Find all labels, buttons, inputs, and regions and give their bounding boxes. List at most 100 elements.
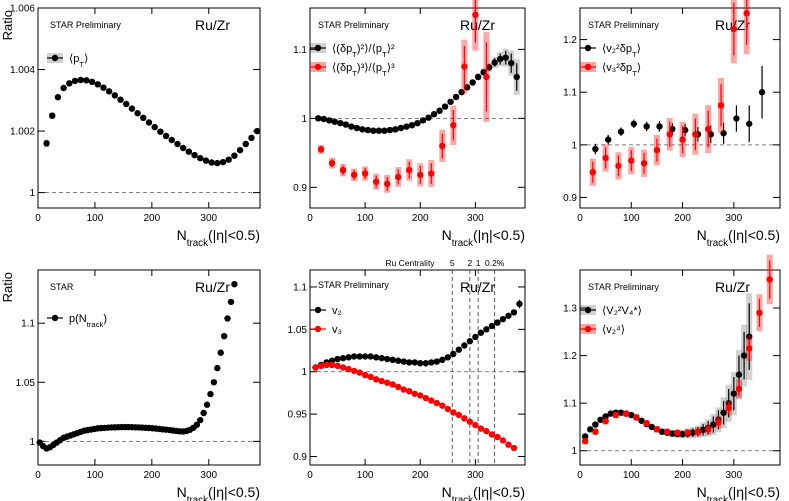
y-tick-label: 0.95 — [288, 410, 308, 421]
x-axis-label: Ntrack(|η|<0.5) — [177, 484, 260, 501]
data-point — [231, 280, 238, 288]
legend-marker — [314, 63, 322, 71]
data-point — [430, 111, 438, 118]
data-point — [328, 159, 336, 167]
series-0 — [315, 48, 520, 134]
data-point — [433, 399, 440, 407]
data-point — [419, 117, 427, 124]
data-point — [617, 409, 625, 416]
x-tick-label: 0 — [307, 213, 313, 224]
data-point — [602, 413, 609, 420]
data-point — [214, 159, 221, 167]
y-tick-label: 1.2 — [563, 351, 577, 362]
data-point — [361, 371, 369, 379]
data-point — [406, 166, 413, 174]
data-point — [656, 123, 663, 130]
y-tick-label: 1 — [571, 140, 577, 151]
data-point — [54, 94, 62, 101]
data-point — [367, 373, 374, 381]
system-label: Ru/Zr — [195, 17, 230, 33]
legend-marker — [584, 63, 592, 71]
data-point — [100, 84, 107, 91]
data-point — [422, 360, 429, 367]
data-point — [461, 63, 468, 70]
data-point — [720, 409, 727, 416]
data-point — [337, 119, 344, 127]
data-point — [200, 409, 207, 417]
preliminary-label: STAR Preliminary — [588, 20, 659, 30]
series-0 — [592, 65, 766, 155]
data-point — [414, 119, 421, 127]
system-label: Ru/Zr — [460, 17, 495, 33]
data-point — [488, 322, 496, 330]
data-point — [746, 120, 753, 127]
legend-marker — [584, 325, 592, 333]
data-point — [474, 73, 482, 81]
centrality-label: 0.2% — [485, 258, 505, 268]
x-axis-label: Ntrack(|η|<0.5) — [442, 484, 525, 501]
data-point — [117, 96, 124, 103]
data-point — [210, 379, 218, 386]
data-point — [477, 425, 485, 432]
data-point — [350, 367, 358, 375]
data-point — [317, 362, 325, 370]
panel-top-middle: 0 100 200 300 0.9 1 1.1 Ntrack(|η|<0.5) STAR Pre… — [293, 0, 526, 249]
data-point — [203, 401, 211, 408]
x-tick-label: 300 — [467, 213, 484, 224]
data-point — [592, 428, 599, 435]
series-1 — [589, 0, 750, 186]
x-tick-label: 0 — [577, 470, 583, 481]
data-point — [439, 142, 446, 150]
centrality-label: 5 — [450, 258, 455, 268]
data-point — [589, 169, 597, 176]
data-point — [483, 326, 490, 333]
data-point — [705, 426, 712, 433]
data-point — [679, 430, 686, 438]
data-point — [663, 428, 671, 435]
data-point — [488, 431, 496, 438]
data-point — [88, 78, 96, 86]
legend-entry: ⟨v₂²δpT⟩ — [580, 43, 641, 59]
data-point — [441, 103, 449, 110]
data-point — [758, 89, 766, 96]
data-point — [191, 151, 198, 159]
data-point — [633, 414, 640, 421]
legend-label: v₂ — [332, 305, 342, 317]
data-point — [345, 354, 352, 361]
data-point — [367, 353, 374, 360]
y-tick-label: 1.1 — [293, 282, 307, 293]
panel-bottom-left: 0 100 200 300 1 1.05 1.1 Ratio Ntrack(|η|<0.5) ST… — [0, 269, 261, 501]
legend-entry: ⟨(δpT)³⟩/⟨pT⟩³ — [310, 62, 395, 78]
data-point — [433, 358, 440, 365]
data-point — [450, 122, 457, 129]
data-point — [400, 358, 407, 365]
axes-frame — [37, 269, 261, 466]
series-1 — [317, 0, 490, 193]
data-point — [669, 125, 676, 133]
x-tick-label: 0 — [35, 470, 41, 481]
data-point — [220, 332, 228, 340]
data-point — [455, 346, 463, 353]
centrality-label: 1 — [476, 258, 481, 268]
data-point — [361, 353, 369, 360]
data-point — [607, 410, 614, 417]
data-point — [491, 59, 498, 66]
centrality-title: Ru Centrality — [385, 258, 435, 268]
data-point — [615, 162, 622, 170]
data-point — [157, 128, 164, 135]
data-point — [174, 140, 181, 148]
data-point — [406, 359, 413, 366]
data-point — [197, 154, 204, 162]
data-point — [417, 360, 424, 367]
legend-label: ⟨pT⟩ — [69, 53, 88, 69]
y-tick-label: 1.05 — [16, 378, 36, 389]
axes-frame — [579, 269, 781, 466]
data-point — [666, 131, 673, 138]
data-point — [339, 364, 347, 371]
data-point — [395, 357, 402, 364]
data-point — [628, 411, 635, 419]
x-axis-label: Ntrack(|η|<0.5) — [697, 484, 780, 501]
data-point — [71, 77, 79, 85]
system-label: Ru/Zr — [715, 17, 750, 33]
